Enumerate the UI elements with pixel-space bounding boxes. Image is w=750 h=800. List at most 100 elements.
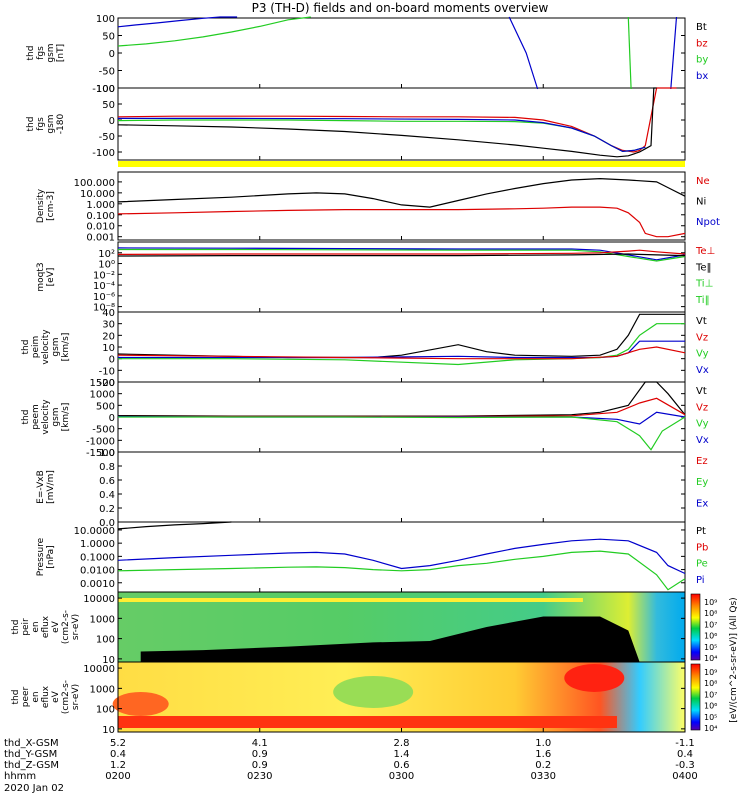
colorbar-tick-1-1: 10⁸ — [704, 679, 717, 688]
ytick-label-p5-0: 40 — [102, 308, 115, 319]
colorbar-tick-1-4: 10⁵ — [704, 713, 717, 722]
colorbar-tick-0-5: 10⁴ — [704, 654, 717, 663]
ytick-label-p4-0: 10² — [98, 249, 115, 260]
ylabel-p6-4: [km/s] — [61, 403, 71, 432]
ylabel-p2-3: -180 — [56, 114, 66, 135]
ytick-label-p2-2: 0 — [109, 116, 115, 127]
ylabel-p2-2: gsm — [46, 114, 56, 133]
panel-frame-p1 — [117, 17, 686, 89]
legend-p5-2: Vy — [696, 349, 709, 360]
ylabel-p10-5: (cm2-s- — [61, 680, 71, 714]
xaxis-date: 2020 Jan 02 — [4, 783, 64, 794]
ytick-label-p10-3: 10 — [102, 725, 115, 736]
ylabel-p1-0: thd — [26, 46, 36, 61]
legend-p4-2: Ti⊥ — [695, 279, 713, 290]
ytick-label-p2-0: 100 — [96, 84, 115, 95]
colorbar-1 — [690, 663, 701, 731]
ytick-label-p3-1: 10.000 — [80, 189, 115, 200]
ytick-label-p6-0: 1500 — [90, 378, 115, 389]
ytick-label-p1-2: 0 — [109, 49, 115, 60]
ytick-label-p10-1: 1000 — [90, 684, 115, 695]
heatmap-green-patch — [333, 676, 414, 708]
xaxis-value-3-2: 0300 — [389, 771, 414, 782]
panel-frame-p3 — [117, 171, 686, 241]
ytick-label-p7-2: 0.6 — [99, 476, 115, 487]
series-p6-3 — [118, 416, 686, 451]
ylabel-p9-3: eflux — [41, 615, 51, 638]
ylabel-p6-3: gsm — [51, 407, 61, 426]
ytick-label-p10-0: 10000 — [83, 664, 115, 675]
ylabel-p7-1: [mV/m] — [46, 470, 56, 504]
ytick-label-p4-2: 10⁻² — [93, 270, 115, 281]
ylabel-p10-4: eV — [51, 690, 61, 703]
series-p2-0 — [117, 87, 677, 153]
ylabel-p4-0: moqt3 — [36, 262, 46, 291]
xaxis-value-2-3: 0.2 — [535, 760, 551, 771]
xaxis-row-label-3: hhmm — [4, 771, 36, 782]
series-p8-1 — [117, 538, 686, 575]
xaxis-value-1-4: 0.4 — [677, 749, 693, 760]
ytick-label-p8-1: 1.0000 — [80, 539, 115, 550]
ytick-label-p5-1: 30 — [102, 320, 115, 331]
xaxis-value-3-3: 0330 — [531, 771, 556, 782]
xaxis-row-label-0: thd_X-GSM — [4, 738, 59, 749]
ytick-label-p5-3: 10 — [102, 343, 115, 354]
ytick-label-p1-0: 100 — [96, 14, 115, 25]
panel-frame-p7 — [117, 451, 686, 523]
legend-p8-3: Pi — [696, 575, 705, 586]
ytick-label-p9-2: 100 — [96, 635, 115, 646]
ytick-label-p4-5: 10⁻⁸ — [93, 303, 115, 314]
ytick-label-p10-2: 100 — [96, 705, 115, 716]
series-p4-1 — [118, 248, 686, 262]
legend-p8-1: Pb — [696, 542, 708, 553]
ylabel-p8-0: Pressure — [36, 537, 46, 576]
xaxis-value-0-0: 5.2 — [110, 738, 126, 749]
ytick-label-p3-0: 100.000 — [74, 178, 115, 189]
legend-p1-3: bx — [696, 71, 708, 82]
legend-p6-3: Vx — [696, 435, 709, 446]
colorbar-tick-0-3: 10⁶ — [704, 632, 717, 641]
ylabel-p9-0: thd — [11, 620, 21, 635]
xaxis-value-0-1: 4.1 — [252, 738, 268, 749]
ylabel-p5-2: velocity — [41, 329, 51, 365]
ylabel-p9-1: peir — [21, 618, 31, 636]
series-p4-0 — [117, 247, 686, 261]
legend-p4-1: Te‖ — [695, 262, 712, 273]
ytick-label-p7-4: 0.2 — [99, 504, 115, 515]
ytick-label-p4-4: 10⁻⁶ — [93, 292, 115, 303]
ytick-label-p6-3: 0 — [109, 413, 115, 424]
colorbar-tick-1-3: 10⁶ — [704, 702, 717, 711]
xaxis-value-0-2: 2.8 — [394, 738, 410, 749]
ytick-label-p6-5: -1000 — [86, 436, 115, 447]
ytick-label-p6-4: -500 — [92, 425, 115, 436]
heatmap-hotspot-right — [564, 664, 625, 692]
colorbar-tick-1-0: 10⁹ — [704, 668, 717, 677]
colorbar-label: [eV/(cm^2-s-sr-eV)] (All Qs) — [729, 597, 739, 722]
series-p5-3 — [117, 346, 686, 360]
ytick-label-p7-3: 0.4 — [99, 490, 115, 501]
ytick-label-p4-3: 10⁻⁴ — [93, 281, 115, 292]
heatmap-band-low — [118, 716, 617, 728]
xaxis-value-1-3: 1.6 — [535, 749, 551, 760]
heatmap-band — [118, 598, 583, 602]
xaxis-value-2-0: 1.2 — [110, 760, 126, 771]
legend-p6-0: Vt — [696, 386, 707, 397]
ytick-label-p8-4: 0.0010 — [80, 579, 115, 590]
ytick-label-p8-3: 0.0100 — [80, 566, 115, 577]
ytick-label-p5-4: 0 — [109, 355, 115, 366]
ytick-label-p9-1: 1000 — [90, 614, 115, 625]
legend-p5-3: Vx — [696, 365, 709, 376]
ylabel-p9-6: sr-eV) — [71, 614, 81, 640]
legend-p3-1: Ni — [696, 197, 706, 208]
ytick-label-p5-6: -20 — [99, 378, 115, 389]
legend-p8-0: Pt — [696, 526, 706, 537]
ytick-label-p8-2: 0.1000 — [80, 552, 115, 563]
ytick-label-p8-0: 10.0000 — [74, 526, 115, 537]
ylabel-p1-3: [nT] — [56, 44, 66, 62]
ytick-label-p5-5: -10 — [99, 366, 115, 377]
ylabel-p6-2: velocity — [41, 399, 51, 435]
xaxis-value-2-1: 0.9 — [252, 760, 268, 771]
ytick-label-p9-3: 10 — [102, 655, 115, 666]
legend-p5-0: Vt — [696, 316, 707, 327]
